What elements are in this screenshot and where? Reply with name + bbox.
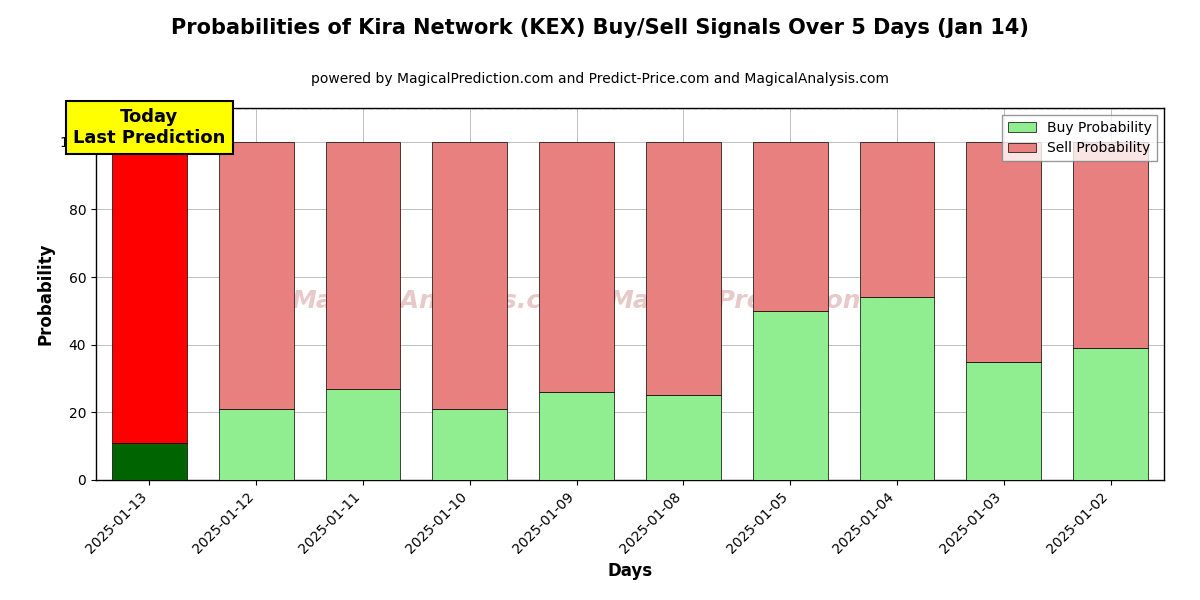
Bar [1073, 348, 1148, 480]
Bar [218, 142, 294, 409]
Bar [752, 311, 828, 480]
Bar [539, 142, 614, 392]
Bar [539, 392, 614, 480]
Bar [859, 142, 935, 298]
Bar [112, 443, 187, 480]
Bar [752, 142, 828, 311]
Legend: Buy Probability, Sell Probability: Buy Probability, Sell Probability [1002, 115, 1157, 161]
Bar [432, 142, 508, 409]
Bar [112, 142, 187, 443]
Y-axis label: Probability: Probability [36, 243, 54, 345]
Bar [325, 389, 401, 480]
Bar [432, 409, 508, 480]
Bar [859, 298, 935, 480]
Text: powered by MagicalPrediction.com and Predict-Price.com and MagicalAnalysis.com: powered by MagicalPrediction.com and Pre… [311, 72, 889, 86]
Bar [325, 142, 401, 389]
Bar [966, 142, 1042, 362]
Bar [646, 395, 721, 480]
Text: Today
Last Prediction: Today Last Prediction [73, 108, 226, 147]
Text: MagicalPrediction.com: MagicalPrediction.com [608, 289, 929, 313]
Bar [1073, 142, 1148, 348]
X-axis label: Days: Days [607, 562, 653, 580]
Text: Probabilities of Kira Network (KEX) Buy/Sell Signals Over 5 Days (Jan 14): Probabilities of Kira Network (KEX) Buy/… [172, 18, 1028, 38]
Bar [966, 362, 1042, 480]
Bar [218, 409, 294, 480]
Text: MagicalAnalysis.com: MagicalAnalysis.com [292, 289, 584, 313]
Bar [646, 142, 721, 395]
